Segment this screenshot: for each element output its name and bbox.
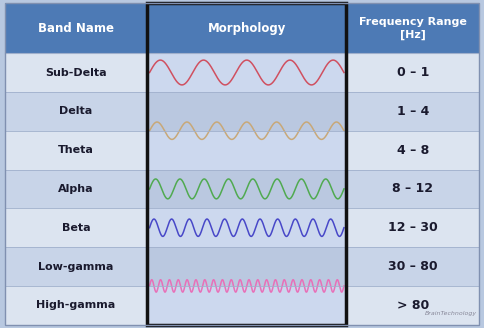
Text: 8 – 12: 8 – 12	[392, 182, 433, 195]
Bar	[5, 247, 147, 286]
Bar	[347, 53, 479, 92]
Text: Low-gamma: Low-gamma	[38, 261, 114, 272]
Bar	[347, 286, 479, 325]
Text: 4 – 8: 4 – 8	[396, 144, 429, 156]
Bar	[5, 53, 147, 92]
Text: Band Name: Band Name	[38, 22, 114, 35]
Bar	[147, 53, 347, 92]
Bar	[347, 92, 479, 131]
Bar	[5, 170, 147, 208]
Bar	[147, 286, 347, 325]
Text: 12 – 30: 12 – 30	[388, 221, 438, 234]
Text: 1 – 4: 1 – 4	[396, 105, 429, 118]
Text: 30 – 80: 30 – 80	[388, 260, 438, 273]
Bar	[147, 247, 347, 286]
Text: Frequency Range
[Hz]: Frequency Range [Hz]	[359, 17, 467, 40]
Text: > 80: > 80	[396, 299, 429, 312]
Bar	[347, 170, 479, 208]
Bar	[347, 208, 479, 247]
Text: BrainTechnology: BrainTechnology	[424, 311, 477, 316]
Bar	[147, 131, 347, 170]
Bar	[147, 92, 347, 131]
Bar	[5, 3, 479, 53]
Bar	[5, 208, 147, 247]
Text: Alpha: Alpha	[58, 184, 94, 194]
Bar	[147, 170, 347, 208]
Bar	[5, 131, 147, 170]
Text: Theta: Theta	[58, 145, 94, 155]
Text: Beta: Beta	[61, 223, 91, 233]
Text: Sub-Delta: Sub-Delta	[45, 68, 107, 77]
Bar	[347, 247, 479, 286]
Text: High-gamma: High-gamma	[36, 300, 116, 310]
Bar	[5, 92, 147, 131]
Text: 0 – 1: 0 – 1	[396, 66, 429, 79]
Bar	[5, 286, 147, 325]
Text: Delta: Delta	[60, 106, 92, 116]
Text: Morphology: Morphology	[208, 22, 286, 35]
Bar	[347, 131, 479, 170]
Bar	[147, 3, 347, 325]
Bar	[147, 208, 347, 247]
